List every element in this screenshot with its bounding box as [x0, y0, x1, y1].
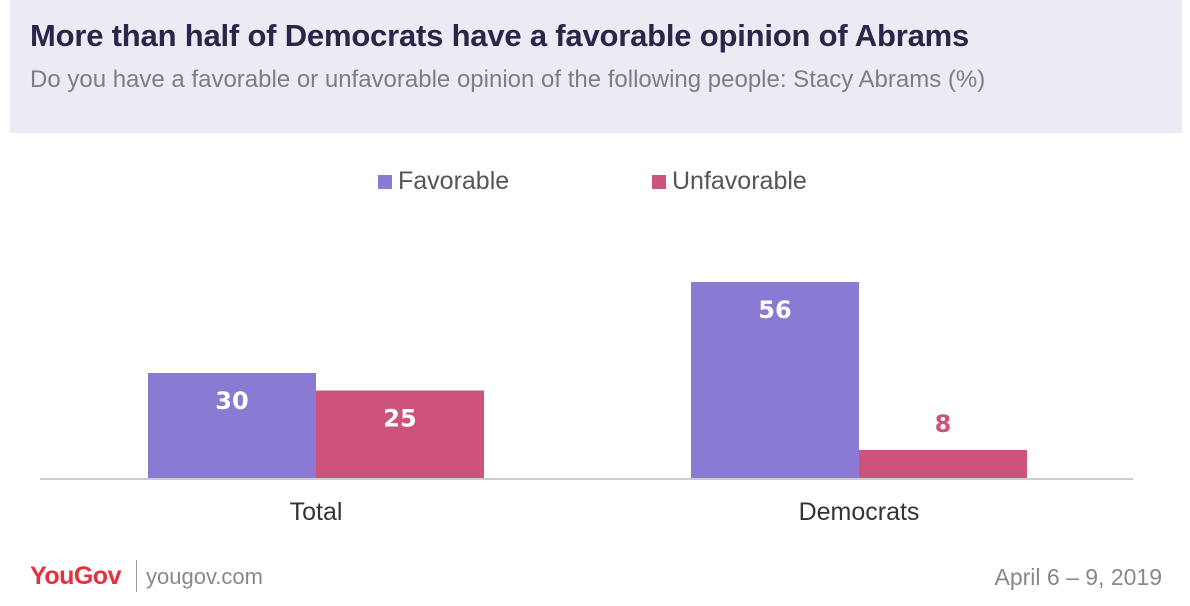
data-label-total-unfavorable: 25 [383, 405, 416, 433]
x-tick-label-democrats: Democrats [799, 498, 920, 526]
legend-label-favorable: Favorable [398, 167, 510, 195]
legend-item-favorable: Favorable [378, 167, 509, 196]
data-label-democrats-unfavorable: 8 [935, 410, 952, 438]
legend-label-unfavorable: Unfavorable [672, 167, 807, 195]
bar-democrats-favorable [691, 282, 859, 478]
legend-swatch-unfavorable [652, 174, 666, 189]
legend-item-unfavorable: Unfavorable [652, 167, 807, 196]
yougov-logo: YouGov [30, 562, 121, 590]
data-label-total-favorable: 30 [215, 387, 248, 415]
x-tick-label-total: Total [290, 498, 343, 526]
footer-date: April 6 – 9, 2019 [994, 564, 1162, 590]
chart-title: More than half of Democrats have a favor… [30, 18, 970, 53]
legend-swatch-favorable [378, 174, 392, 189]
chart-subtitle: Do you have a favorable or unfavorable o… [30, 66, 986, 93]
chart-header: More than half of Democrats have a favor… [10, 0, 1182, 133]
footer-divider [136, 560, 137, 592]
bar-total-unfavorable [316, 390, 484, 478]
chart-legend: Favorable Unfavorable [0, 167, 1190, 197]
footer-url: yougov.com [146, 564, 263, 589]
bar-total-favorable [148, 373, 316, 478]
data-label-democrats-favorable: 56 [758, 296, 791, 324]
bar-democrats-unfavorable [859, 450, 1027, 478]
